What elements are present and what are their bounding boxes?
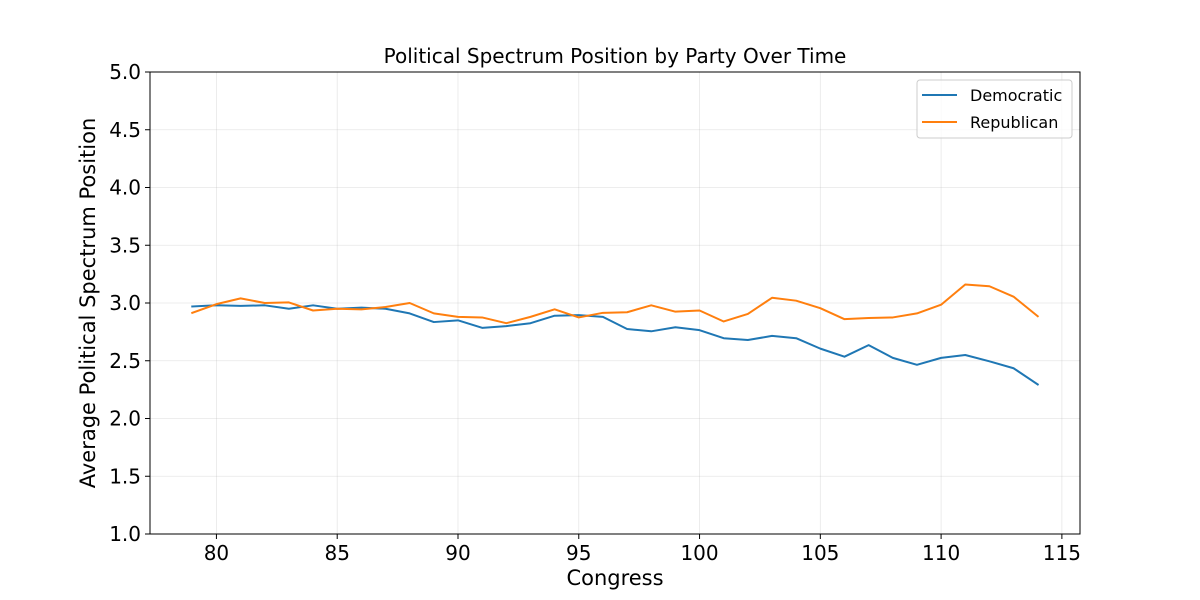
y-tick-label: 3.5 — [109, 233, 141, 257]
series-line-republican — [190, 283, 1040, 325]
y-tick-label: 1.0 — [109, 522, 141, 546]
series-lines — [190, 283, 1040, 386]
x-tick-label: 115 — [1043, 541, 1081, 565]
x-axis-ticks: 80 85 90 95 100 105 110 115 — [204, 534, 1081, 565]
x-tick-label: 85 — [324, 541, 349, 565]
x-tick-label: 90 — [445, 541, 470, 565]
series-line-democratic — [191, 304, 1040, 386]
y-tick-label: 2.5 — [109, 349, 141, 373]
legend-label-democratic: Democratic — [970, 86, 1062, 105]
legend-label-republican: Republican — [970, 113, 1058, 132]
x-tick-label: 110 — [922, 541, 960, 565]
y-tick-label: 5.0 — [109, 60, 141, 84]
y-tick-label: 4.5 — [109, 118, 141, 142]
y-tick-label: 1.5 — [109, 464, 141, 488]
y-tick-label: 4.0 — [109, 176, 141, 200]
x-tick-label: 105 — [801, 541, 839, 565]
x-tick-label: 80 — [204, 541, 229, 565]
y-axis-ticks: 1.0 1.5 2.0 2.5 3.0 3.5 4.0 4.5 5.0 — [109, 60, 150, 546]
x-axis-label: Congress — [566, 566, 663, 590]
chart-title: Political Spectrum Position by Party Ove… — [384, 44, 847, 68]
y-tick-label: 3.0 — [109, 291, 141, 315]
x-tick-label: 95 — [566, 541, 591, 565]
y-tick-label: 2.0 — [109, 407, 141, 431]
y-axis-label: Average Political Spectrum Position — [76, 118, 100, 489]
legend: Democratic Republican — [916, 79, 1073, 139]
x-tick-label: 100 — [680, 541, 718, 565]
